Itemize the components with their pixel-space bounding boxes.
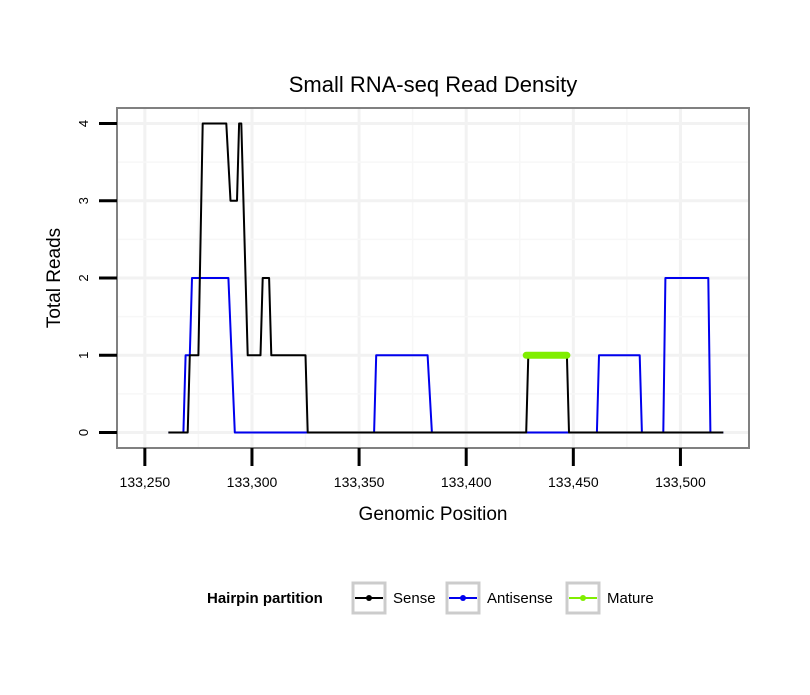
x-tick-label: 133,500 <box>655 474 706 490</box>
x-tick-label: 133,250 <box>120 474 171 490</box>
y-tick-label: 4 <box>76 120 91 127</box>
x-tick-label: 133,350 <box>334 474 385 490</box>
y-tick-label: 2 <box>76 274 91 281</box>
x-tick-label: 133,400 <box>441 474 492 490</box>
legend-entry-sense: Sense <box>351 581 436 615</box>
y-axis: 0 1 2 3 4 <box>76 120 117 436</box>
legend-key-antisense-point <box>460 595 466 601</box>
x-tick-label: 133,300 <box>227 474 278 490</box>
y-tick-label: 3 <box>76 197 91 204</box>
chart-title: Small RNA-seq Read Density <box>289 72 578 97</box>
legend-key-box <box>351 581 387 615</box>
series-line-antisense <box>168 277 724 434</box>
legend-label-sense: Sense <box>393 590 436 607</box>
legend-key-mature-point <box>580 595 586 601</box>
legend-key-sense-point <box>366 595 372 601</box>
y-axis-title: Total Reads <box>44 228 65 328</box>
series-layer <box>168 122 724 434</box>
legend-key-box <box>565 581 601 615</box>
legend-title: Hairpin partition <box>207 590 323 607</box>
y-tick-label: 1 <box>76 352 91 359</box>
legend: Hairpin partition Sense Antisense Mature <box>207 581 654 615</box>
y-tick-label: 0 <box>76 429 91 436</box>
legend-label-antisense: Antisense <box>487 590 553 607</box>
series-line-sense <box>168 122 724 434</box>
legend-entry-antisense: Antisense <box>445 581 553 615</box>
x-tick-label: 133,450 <box>548 474 599 490</box>
legend-entry-mature: Mature <box>565 581 654 615</box>
x-axis-title: Genomic Position <box>359 504 508 525</box>
legend-key-box <box>445 581 481 615</box>
legend-label-mature: Mature <box>607 590 654 607</box>
x-axis: 133,250 133,300 133,350 133,400 133,450 133,5… <box>120 448 706 490</box>
